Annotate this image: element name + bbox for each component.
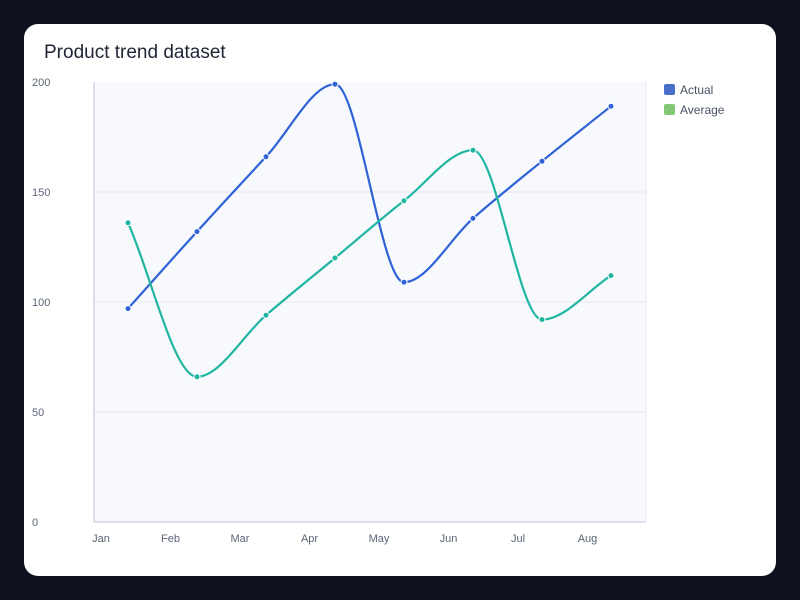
y-tick-label: 200 xyxy=(32,77,50,89)
data-point-actual[interactable] xyxy=(400,278,408,286)
x-tick-label: Aug xyxy=(578,533,598,545)
y-tick-labels: 0 50 100 150 200 xyxy=(32,77,50,529)
x-tick-label: Jul xyxy=(511,533,525,545)
data-point-average[interactable] xyxy=(262,311,270,319)
legend-swatch xyxy=(664,104,675,115)
y-tick-label: 100 xyxy=(32,297,50,309)
data-point-average[interactable] xyxy=(607,272,615,280)
legend-label[interactable]: Actual xyxy=(680,83,713,97)
series-lines xyxy=(124,80,615,381)
axes xyxy=(93,82,647,523)
data-point-actual[interactable] xyxy=(193,228,201,236)
data-point-average[interactable] xyxy=(469,146,477,154)
grid-lines xyxy=(94,191,646,413)
data-point-actual[interactable] xyxy=(331,80,339,88)
x-tick-label: Jun xyxy=(440,533,458,545)
data-point-average[interactable] xyxy=(538,316,546,324)
legend-label[interactable]: Average xyxy=(680,103,725,117)
x-tick-label: Mar xyxy=(231,533,250,545)
series-line-actual xyxy=(126,83,613,310)
legend: Actual Average xyxy=(664,83,725,117)
x-tick-label: Apr xyxy=(301,533,318,545)
data-point-average[interactable] xyxy=(124,219,132,227)
x-tick-label: Jan xyxy=(92,533,110,545)
x-tick-labels: Jan Feb Mar Apr May Jun Jul Aug xyxy=(92,533,597,545)
data-point-average[interactable] xyxy=(193,373,201,381)
data-point-average[interactable] xyxy=(400,197,408,205)
data-point-actual[interactable] xyxy=(469,214,477,222)
x-tick-label: Feb xyxy=(161,533,180,545)
y-tick-label: 150 xyxy=(32,187,50,199)
data-point-actual[interactable] xyxy=(262,153,270,161)
x-tick-label: May xyxy=(369,533,390,545)
chart-title: Product trend dataset xyxy=(44,42,226,63)
y-tick-label: 0 xyxy=(32,517,38,529)
data-point-average[interactable] xyxy=(331,254,339,262)
data-point-actual[interactable] xyxy=(538,157,546,165)
y-tick-label: 50 xyxy=(32,407,44,419)
data-point-actual[interactable] xyxy=(124,305,132,313)
data-point-actual[interactable] xyxy=(607,102,615,110)
legend-swatch xyxy=(664,84,675,95)
